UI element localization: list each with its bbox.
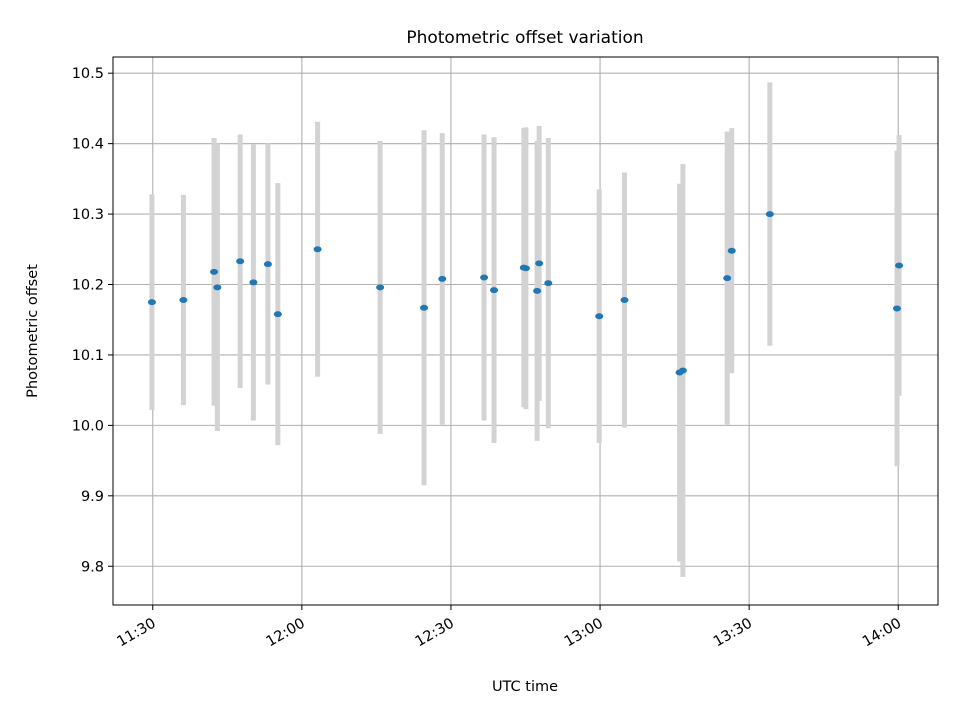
data-point <box>376 284 385 291</box>
data-point <box>727 247 736 254</box>
y-axis-ticks: 9.8 9.9 10.0 10.1 10.2 10.3 10.4 10.5 <box>72 66 113 575</box>
data-point <box>544 280 553 287</box>
y-tick-label: 9.9 <box>81 489 104 505</box>
data-point <box>765 211 774 218</box>
y-axis-title: Photometric offset <box>25 264 41 398</box>
data-point <box>521 265 530 272</box>
y-tick-label: 10.1 <box>72 348 104 364</box>
data-point <box>595 313 604 320</box>
x-axis-title: UTC time <box>492 679 558 695</box>
data-point <box>420 304 429 311</box>
data-point <box>249 279 258 286</box>
plot-frame <box>112 56 939 606</box>
data-point <box>723 275 732 282</box>
data-point <box>438 275 447 282</box>
data-point <box>210 268 219 275</box>
data-point <box>313 246 322 253</box>
data-point <box>480 274 489 281</box>
data-point <box>490 287 499 294</box>
data-point <box>678 367 687 374</box>
y-tick-label: 10.0 <box>72 418 104 434</box>
data-points <box>147 211 904 376</box>
y-tick-label: 10.5 <box>72 66 104 82</box>
data-point <box>263 261 272 268</box>
data-point <box>213 284 222 291</box>
data-point <box>273 311 282 318</box>
data-point <box>892 305 901 312</box>
y-tick-label: 10.2 <box>72 278 104 294</box>
y-tick-label: 10.3 <box>72 207 104 223</box>
data-point <box>533 287 542 294</box>
chart-title: Photometric offset variation <box>406 28 643 48</box>
data-point <box>535 260 544 267</box>
y-tick-label: 9.8 <box>81 559 104 575</box>
data-point <box>236 258 245 265</box>
data-point <box>895 262 904 269</box>
data-point <box>620 297 629 304</box>
data-point <box>179 297 188 304</box>
y-tick-label: 10.4 <box>72 137 104 153</box>
data-point <box>147 299 156 306</box>
